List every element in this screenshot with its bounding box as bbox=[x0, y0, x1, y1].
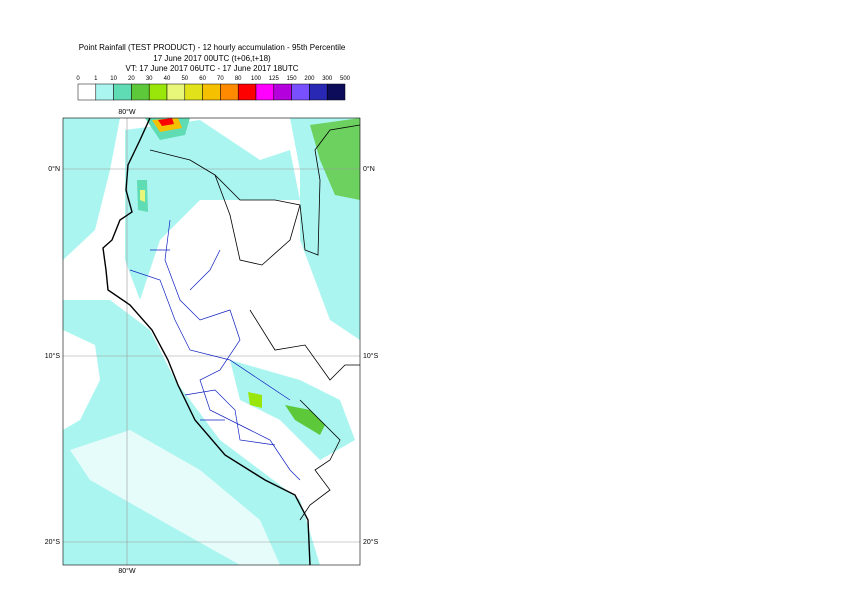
lat-label: 20°S bbox=[45, 538, 61, 546]
border bbox=[249, 309, 360, 381]
legend-label: 60 bbox=[199, 76, 206, 82]
title: Point Rainfall (TEST PRODUCT) - 12 hourl… bbox=[79, 43, 346, 52]
legend-swatch bbox=[95, 83, 114, 101]
rain-area bbox=[63, 118, 120, 260]
lon-label: 80°W bbox=[118, 108, 136, 116]
legend: 0 1 10 20 30 40 50 60 70 80 100 125 150 200 300 500 bbox=[76, 76, 351, 101]
legend-swatch bbox=[237, 83, 257, 101]
legend-swatch bbox=[166, 83, 186, 101]
lat-label: 20°S bbox=[363, 538, 379, 546]
legend-swatch bbox=[273, 83, 292, 101]
legend-label: 500 bbox=[340, 76, 351, 82]
legend-label: 150 bbox=[287, 76, 298, 82]
dry-area bbox=[63, 330, 100, 430]
rain-area bbox=[285, 405, 325, 435]
rain-area bbox=[248, 392, 262, 408]
legend-swatch bbox=[326, 83, 346, 101]
legend-label: 300 bbox=[322, 76, 333, 82]
border bbox=[299, 399, 341, 521]
rain-area bbox=[125, 120, 300, 300]
department-line bbox=[150, 249, 276, 446]
lat-label: 10°S bbox=[363, 352, 379, 360]
run-time: 17 June 2017 00UTC (t+06,t+18) bbox=[153, 54, 271, 63]
legend-label: 0 bbox=[76, 76, 80, 82]
legend-swatch bbox=[131, 83, 150, 101]
legend-label: 200 bbox=[304, 76, 315, 82]
legend-label: 50 bbox=[181, 76, 188, 82]
border bbox=[214, 174, 301, 266]
legend-swatch bbox=[77, 83, 97, 101]
legend-label: 30 bbox=[146, 76, 153, 82]
border bbox=[149, 124, 360, 256]
legend-swatch bbox=[220, 83, 239, 101]
dry-area bbox=[70, 430, 280, 565]
legend-swatch bbox=[309, 83, 328, 101]
coastline bbox=[102, 118, 311, 565]
legend-swatch bbox=[255, 83, 275, 101]
map-frame bbox=[62, 117, 361, 566]
legend-label: 20 bbox=[128, 76, 135, 82]
legend-swatch bbox=[148, 83, 168, 101]
legend-swatch bbox=[113, 83, 132, 101]
rain-area bbox=[140, 190, 145, 202]
legend-swatch bbox=[202, 83, 221, 101]
legend-label: 125 bbox=[269, 76, 280, 82]
legend-label: 1 bbox=[94, 76, 98, 82]
map: 80°W 80°W 0°N 0°N 10°S 10°S 20°S 20°S bbox=[45, 108, 379, 575]
legend-label: 80 bbox=[235, 76, 242, 82]
lat-label: 0°N bbox=[48, 165, 60, 173]
legend-label: 40 bbox=[164, 76, 171, 82]
rain-area bbox=[310, 118, 360, 200]
legend-swatch bbox=[291, 83, 310, 101]
legend-label: 10 bbox=[110, 76, 117, 82]
dry-area bbox=[170, 215, 240, 300]
department-line bbox=[164, 219, 301, 481]
department-line bbox=[129, 269, 291, 401]
legend-label: 70 bbox=[217, 76, 224, 82]
lon-label: 80°W bbox=[118, 567, 136, 575]
rain-area bbox=[158, 118, 174, 126]
lat-label: 0°N bbox=[363, 165, 375, 173]
legend-label: 100 bbox=[251, 76, 262, 82]
lat-label: 10°S bbox=[45, 352, 61, 360]
valid-time: VT: 17 June 2017 06UTC - 17 June 2017 18… bbox=[126, 64, 299, 73]
legend-swatch bbox=[184, 83, 203, 101]
